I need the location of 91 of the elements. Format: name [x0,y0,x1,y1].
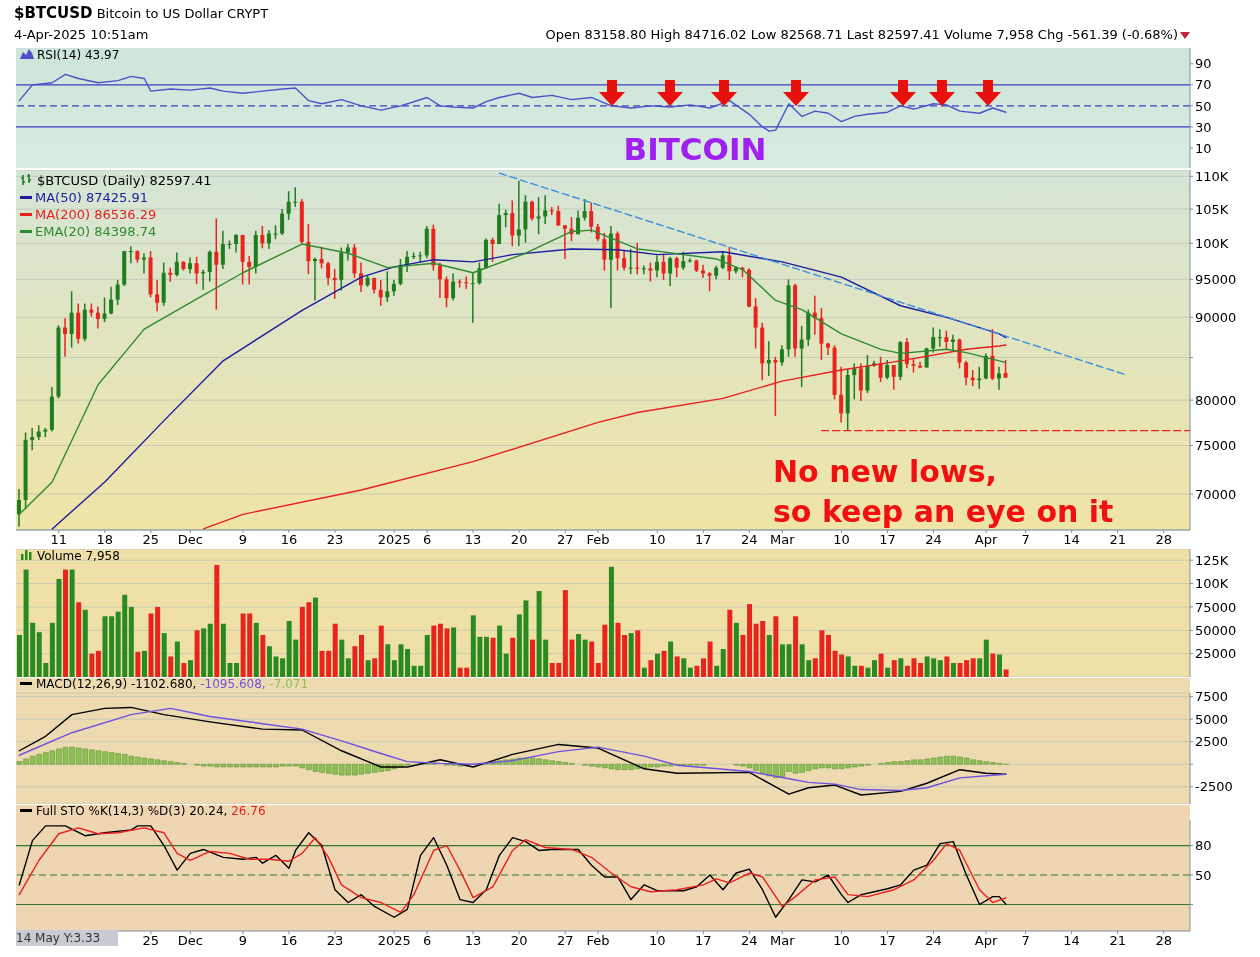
x-tick-label: 7 [1021,933,1030,949]
x-tick-label: 11 [50,532,68,548]
x-tick-label: 6 [422,532,432,548]
y-tick-label: 125K [1195,552,1229,568]
x-tick-label: 17 [695,933,712,949]
x-tick-label: 24 [925,532,942,548]
x-tick-label: 24 [741,532,758,548]
legend-label: MA(200) 86536.29 [34,206,158,223]
y-tick-label: 80 [1195,838,1212,854]
y-tick-label: 50 [1195,867,1212,883]
series-label: -1095.608, [200,677,267,691]
x-tick-label: 28 [1155,532,1172,548]
text: -7.071 [269,677,309,691]
legend-label: Volume 7,958 [36,549,120,563]
x-tick-label: Mar [769,532,796,548]
y-tick-label: 90000 [1195,309,1237,325]
y-tick-label: 50 [1195,98,1212,114]
y-tick-label: 10 [1195,140,1212,156]
x-tick-label: 24 [741,933,758,949]
x-tick-label: Feb [586,933,610,949]
x-tick-label: 14 [1063,933,1080,949]
annotation: BITCOIN [622,131,768,167]
annotation: 14 May Y:3.33 [16,930,118,946]
legend-title: MACD(12,26,9) [35,677,129,691]
legend-label: MA(50) 87425.91 [34,189,149,206]
x-tick-label: 27 [556,933,574,949]
x-tick-label: 2025 [377,532,411,548]
legend-title: $BTCUSD (Daily) 82597.41 [36,172,212,189]
y-tick-label: 30 [1195,119,1212,135]
x-tick-label: 28 [1155,933,1172,949]
text: Open 83158.80 High 84716.02 Low 82568.71 Last 82597.41 Volume 7,958 Chg -561.39 (-0.68%) [544,26,1178,43]
x-tick-label: 13 [464,532,482,548]
y-tick-label: 105K [1195,201,1229,217]
x-tick-label: 17 [879,532,896,548]
y-tick-label: 110K [1195,168,1229,184]
y-tick-label: 100K [1195,235,1229,251]
text: 26.76 [231,804,266,818]
y-tick-label: 75000 [1195,438,1237,454]
x-tick-label: 23 [326,532,344,548]
text: 20.24, [189,804,229,818]
series-label: -1102.680, [130,677,198,691]
x-tick-label: 20 [510,933,528,949]
x-tick-label: 20 [510,532,528,548]
x-tick-label: 10 [833,532,850,548]
annotation: No new lows, so keep an eye on it [773,453,1115,531]
x-tick-label: Mar [769,933,796,949]
x-tick-label: 16 [280,532,298,548]
x-tick-label: 10 [833,933,850,949]
y-tick-label: 100K [1195,576,1229,592]
x-tick-label: 13 [464,933,482,949]
y-tick-label: 80000 [1195,392,1237,408]
legend-label: RSI(14) 43.97 [36,48,120,62]
chart-title: $BTCUSD Bitcoin to US Dollar CRYPT [14,4,269,22]
y-tick-label: 95000 [1195,271,1237,287]
x-tick-label: 10 [648,532,666,548]
y-tick-label: 2500 [1195,734,1229,750]
y-tick-label: 70 [1195,77,1212,93]
x-tick-label: 25 [142,933,160,949]
x-tick-label: Apr [974,532,999,548]
x-tick-label: 6 [422,933,432,949]
x-tick-label: 9 [238,933,248,949]
x-tick-label: 2025 [377,933,411,949]
x-tick-label: 18 [96,532,114,548]
y-tick-label: -2500 [1195,779,1233,795]
x-tick-label: 16 [280,933,298,949]
y-tick-label: 90 [1195,56,1212,72]
x-tick-label: Dec [177,532,203,548]
x-tick-label: Dec [177,933,203,949]
y-tick-label: 5000 [1195,711,1229,727]
x-tick-label: 21 [1109,532,1126,548]
x-tick-label: 7 [1021,532,1030,548]
y-tick-label: 7500 [1195,689,1229,705]
y-tick-label: 70000 [1195,486,1237,502]
y-tick-label: 50000 [1195,622,1237,638]
y-tick-label: 25000 [1195,646,1237,662]
x-tick-label: 25 [142,532,160,548]
y-tick-label: 75000 [1195,599,1237,615]
legend-title: Full STO %K(14,3) %D(3) [35,804,187,818]
x-tick-label: 10 [648,933,666,949]
x-tick-label: 14 [1063,532,1080,548]
x-tick-label: Apr [974,933,999,949]
x-tick-label: Feb [586,532,610,548]
x-tick-label: 24 [925,933,942,949]
chart-subtitle: 4-Apr-2025 10:51am [14,27,149,42]
x-tick-label: 17 [695,532,712,548]
x-tick-label: 9 [238,532,248,548]
x-tick-label: 23 [326,933,344,949]
legend-label: EMA(20) 84398.74 [34,223,158,240]
x-tick-label: 21 [1109,933,1126,949]
x-tick-label: 27 [556,532,574,548]
x-tick-label: 17 [879,933,896,949]
